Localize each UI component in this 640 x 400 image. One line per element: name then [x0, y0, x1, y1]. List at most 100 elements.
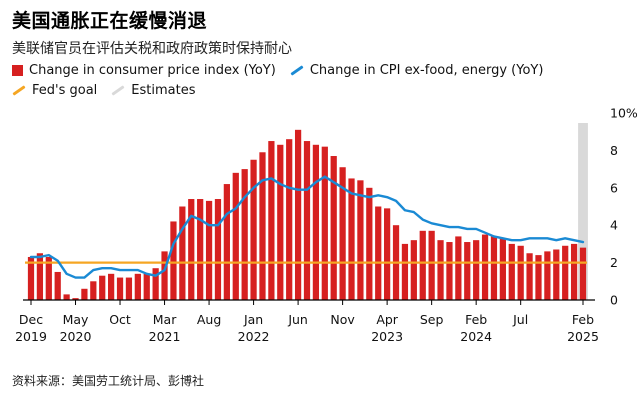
legend-item-core: Change in CPI ex-food, energy (YoY) — [290, 63, 544, 78]
cpi-bar — [125, 277, 133, 300]
x-tick-month: May — [63, 312, 89, 327]
legend-goal-label: Fed's goal — [32, 83, 98, 98]
cpi-bars — [27, 129, 587, 300]
chart-title: 美国通胀正在缓慢消退 — [12, 10, 208, 32]
legend-estimates-label: Estimates — [131, 83, 196, 98]
cpi-bar — [419, 230, 426, 300]
legend-item-cpi: Change in consumer price index (YoY) — [12, 63, 276, 78]
cpi-bar — [72, 298, 79, 300]
cpi-bar — [535, 255, 542, 300]
x-tick-year: 2024 — [460, 329, 492, 344]
cpi-swatch — [12, 65, 23, 76]
cpi-bar — [63, 294, 70, 300]
cpi-bar — [90, 281, 97, 300]
chart-subtitle: 美联储官员在评估关税和政府政策时保持耐心 — [12, 41, 292, 57]
cpi-bar — [544, 251, 551, 300]
y-tick-labels: 0 2 4 6 8 10% — [610, 106, 638, 308]
cpi-bar — [197, 199, 204, 300]
cpi-bar — [517, 245, 524, 300]
x-tick-month: Aug — [197, 312, 221, 327]
cpi-bar — [464, 242, 471, 300]
y-tick-label: 10% — [610, 106, 638, 121]
cpi-bar — [348, 178, 355, 300]
cpi-bar — [232, 172, 239, 300]
x-tick-month: Feb — [572, 312, 594, 327]
cpi-bar — [553, 249, 560, 300]
cpi-bar — [330, 156, 337, 300]
cpi-bar — [188, 199, 195, 300]
cpi-bar — [259, 152, 266, 300]
cpi-bar — [455, 236, 462, 300]
y-tick-label: 4 — [610, 218, 618, 233]
cpi-bar — [446, 242, 453, 300]
cpi-bar — [268, 141, 275, 300]
cpi-bar — [303, 141, 311, 300]
x-tick-year: 2022 — [238, 329, 270, 344]
cpi-bar — [375, 206, 382, 300]
cpi-bar — [481, 234, 489, 300]
y-tick-label: 0 — [610, 293, 618, 308]
x-tick-month: Dec — [19, 312, 43, 327]
legend-row-2: Fed's goal Estimates — [12, 83, 209, 98]
x-tick-year: 2019 — [15, 329, 47, 344]
x-tick-month: Jan — [243, 312, 263, 327]
cpi-bar — [170, 221, 177, 300]
cpi-bar — [277, 144, 284, 300]
cpi-bar — [45, 256, 52, 300]
x-tick-labels: Dec 2019 May 2020 Oct Mar 2021 Aug Jan 2022 Jun Nov… — [15, 300, 599, 344]
cpi-bar — [384, 208, 391, 300]
cpi-bar — [499, 238, 506, 300]
legend-cpi-label: Change in consumer price index (YoY) — [29, 63, 276, 78]
cpi-bar — [286, 139, 293, 300]
x-tick-month: Apr — [376, 312, 398, 327]
x-tick-year: 2020 — [60, 329, 92, 344]
x-tick-year: 2021 — [149, 329, 181, 344]
cpi-bar — [143, 273, 150, 300]
estimates-band — [578, 123, 588, 300]
cpi-bar — [526, 253, 533, 300]
cpi-bar — [579, 247, 587, 300]
cpi-bar — [321, 146, 328, 300]
x-tick-month: Feb — [465, 312, 487, 327]
cpi-bar — [81, 288, 88, 300]
y-tick-label: 2 — [610, 255, 618, 270]
cpi-bar — [339, 167, 346, 300]
cpi-bar — [294, 129, 302, 300]
cpi-bar — [99, 275, 106, 300]
cpi-bar — [473, 240, 480, 300]
legend-core-label: Change in CPI ex-food, energy (YoY) — [309, 63, 544, 78]
legend-item-goal: Fed's goal — [12, 83, 97, 98]
cpi-bar — [161, 251, 168, 300]
cpi-bar — [508, 243, 515, 300]
cpi-bar — [108, 273, 115, 300]
cpi-bar — [490, 236, 498, 300]
x-tick-month: Mar — [153, 312, 177, 327]
x-tick-month: Nov — [330, 312, 355, 327]
y-tick-label: 6 — [610, 180, 618, 195]
y-tick-label: 8 — [610, 143, 618, 158]
x-tick-year: 2025 — [567, 329, 599, 344]
cpi-bar — [134, 273, 141, 300]
cpi-bar — [205, 200, 213, 300]
cpi-bar — [54, 271, 61, 300]
core-cpi-line — [29, 175, 585, 279]
x-tick-year: 2023 — [371, 329, 403, 344]
cpi-bar — [223, 184, 230, 300]
legend-item-estimates: Estimates — [111, 83, 195, 98]
cpi-bar — [428, 230, 435, 300]
source-note: 资料来源：美国劳工统计局、彭博社 — [12, 374, 205, 388]
x-tick-month: Jul — [512, 312, 528, 327]
cpi-bar — [366, 187, 373, 300]
cpi-bar — [179, 206, 186, 300]
cpi-bar — [214, 199, 222, 300]
legend-row-1: Change in consumer price index (YoY) Cha… — [12, 63, 557, 78]
cpi-bar — [357, 180, 364, 300]
cpi-bar — [27, 256, 35, 300]
cpi-bar — [241, 169, 248, 300]
cpi-bar — [152, 268, 159, 300]
cpi-bar — [562, 245, 569, 300]
x-tick-month: Jun — [287, 312, 308, 327]
cpi-bar — [36, 253, 44, 300]
x-tick-month: Oct — [109, 312, 131, 327]
